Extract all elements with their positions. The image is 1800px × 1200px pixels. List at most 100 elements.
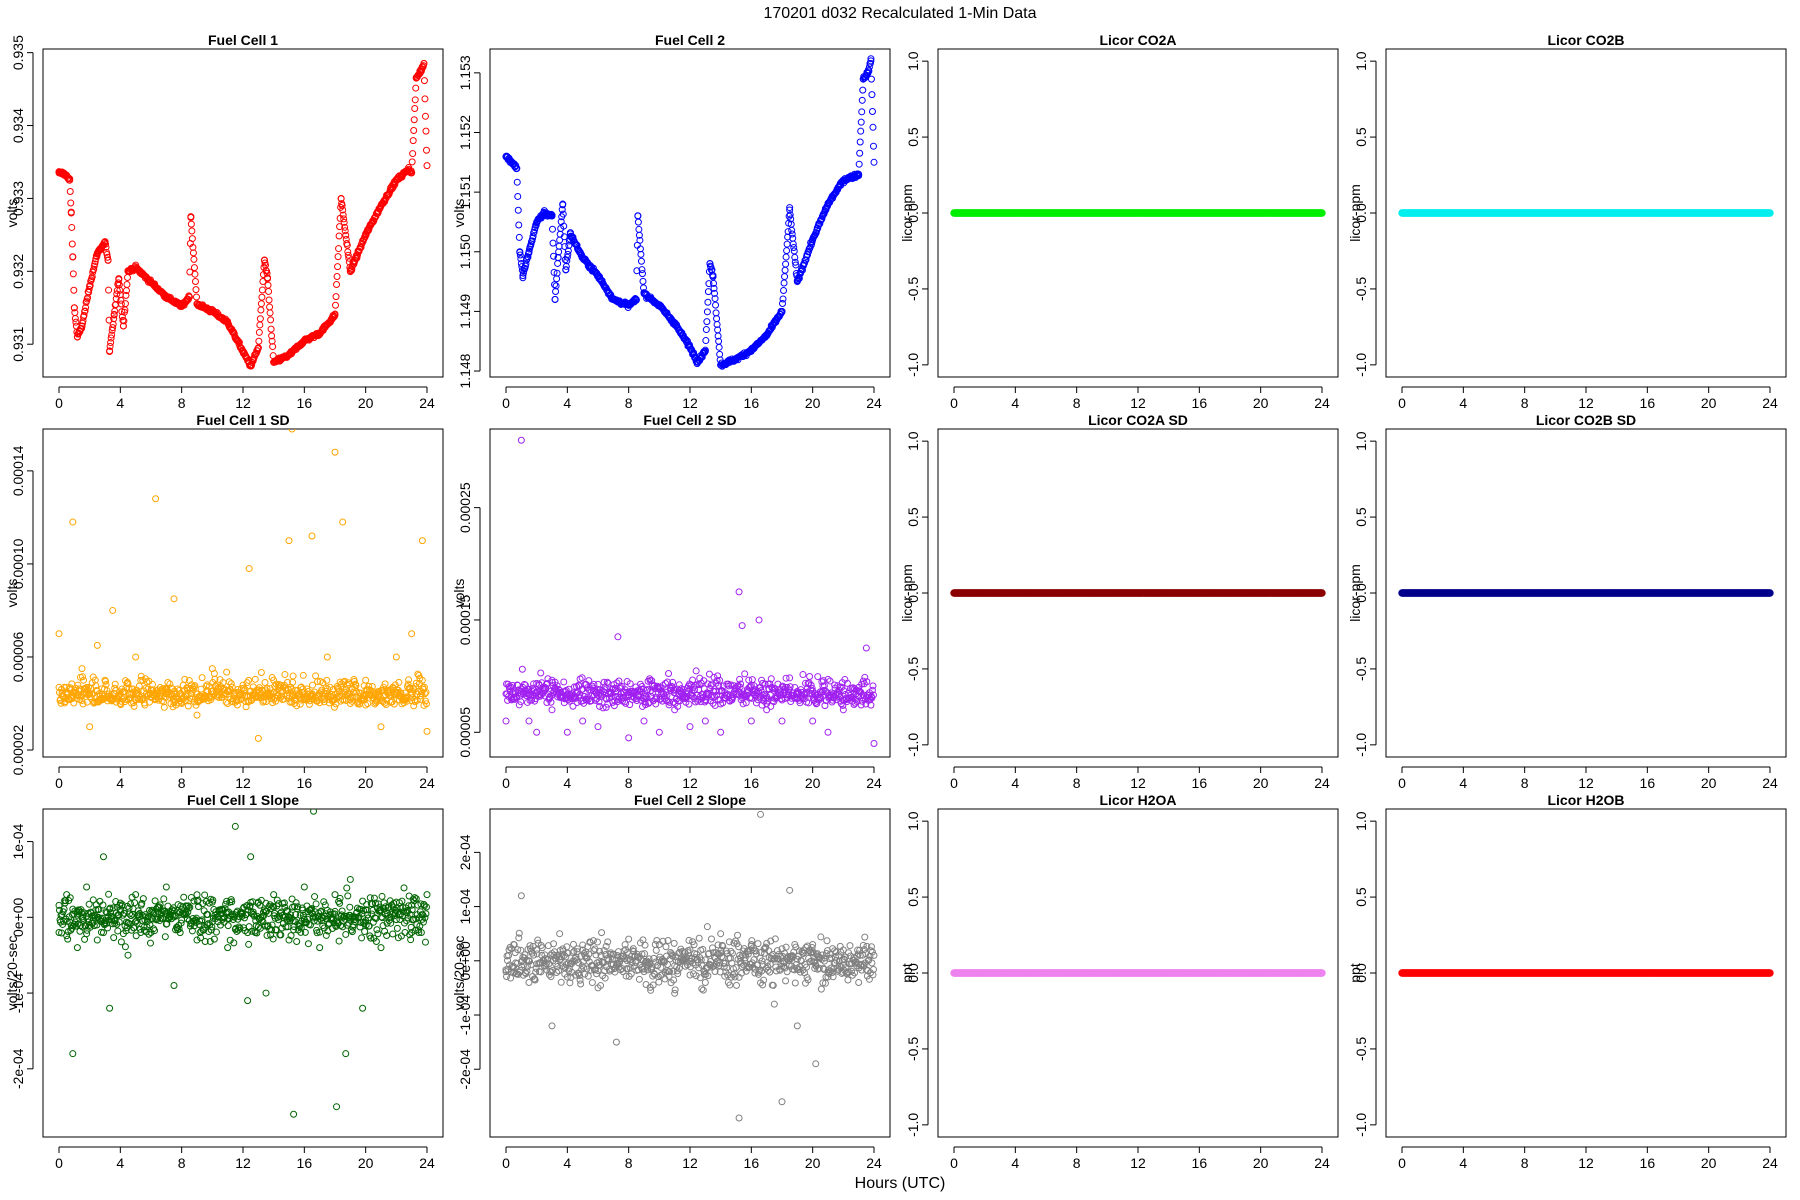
data-point	[870, 740, 878, 748]
data-point	[820, 682, 828, 690]
data-point	[331, 310, 339, 318]
data-point	[645, 698, 653, 706]
y-tick-label: -1.0	[905, 353, 921, 377]
data-point	[701, 717, 709, 725]
data-point	[268, 332, 276, 340]
data-point	[554, 259, 562, 267]
data-point	[412, 84, 420, 92]
data-point	[132, 653, 140, 661]
data-point	[299, 671, 307, 679]
x-tick-label: 0	[55, 395, 63, 411]
data-point	[657, 684, 665, 692]
data-point	[421, 95, 429, 103]
data-point	[289, 672, 297, 680]
data-point	[594, 723, 602, 731]
data-point	[867, 55, 875, 63]
x-tick-label: 12	[682, 775, 698, 791]
data-point	[865, 67, 873, 75]
y-tick-label: 0.0	[1353, 203, 1369, 223]
panel-fuel-cell-2: Fuel Cell 20 4 8 12 16 20 241.1481.1491.1501.1…	[451, 32, 891, 411]
data-point	[240, 684, 248, 692]
data-point	[83, 698, 91, 706]
panel-title: Fuel Cell 1 SD	[196, 412, 289, 428]
data-point	[225, 678, 233, 686]
data-point	[190, 264, 198, 272]
y-tick-label: 0.0	[905, 203, 921, 223]
data-point	[102, 677, 110, 685]
data-point	[861, 673, 869, 681]
x-tick-label: 4	[1011, 395, 1019, 411]
data-point	[287, 685, 295, 693]
x-tick-label: 0	[950, 775, 958, 791]
data-point	[769, 686, 777, 694]
data-point	[669, 678, 677, 686]
data-point	[105, 286, 113, 294]
data-point	[712, 301, 720, 309]
data-point	[319, 679, 327, 687]
data-point	[550, 268, 558, 276]
data-point	[779, 299, 787, 307]
y-tick-label: 0.00025	[457, 482, 473, 533]
data-point	[573, 241, 581, 249]
x-tick-label: 20	[805, 775, 821, 791]
data-point	[550, 252, 558, 260]
data-point	[802, 256, 810, 264]
data-point	[664, 697, 672, 705]
data-layer	[950, 209, 1326, 217]
x-tick-label: 24	[866, 395, 882, 411]
data-point	[757, 687, 765, 695]
data-point	[869, 123, 877, 131]
data-point	[326, 683, 334, 691]
data-point	[555, 248, 563, 256]
data-point	[190, 683, 198, 691]
data-point	[858, 108, 866, 116]
y-tick-label: 1.148	[457, 353, 473, 388]
data-point	[345, 254, 353, 262]
data-point	[104, 256, 112, 264]
plot-frame	[42, 428, 444, 758]
panel-title: Licor CO2A SD	[1088, 412, 1188, 428]
data-point	[85, 285, 93, 293]
data-point	[414, 670, 422, 678]
data-point	[551, 295, 559, 303]
data-point	[57, 699, 65, 707]
data-point	[809, 717, 817, 725]
data-point	[569, 233, 577, 241]
data-point	[110, 310, 118, 318]
data-point	[423, 162, 431, 170]
data-point	[69, 253, 77, 261]
data-point	[806, 673, 814, 681]
data-point	[190, 255, 198, 263]
data-point	[334, 263, 342, 271]
data-point	[341, 227, 349, 235]
data-point	[138, 695, 146, 703]
panel-title: Fuel Cell 2	[655, 32, 725, 48]
data-point	[524, 253, 532, 261]
x-tick-label: 12	[235, 775, 251, 791]
data-point	[352, 255, 360, 263]
data-layer	[1398, 209, 1774, 217]
data-point	[191, 277, 199, 285]
data-point	[79, 673, 87, 681]
data-point	[780, 287, 788, 295]
data-point	[778, 717, 786, 725]
data-point	[821, 702, 829, 710]
data-point	[613, 679, 621, 687]
data-point	[602, 703, 610, 711]
data-point	[824, 728, 832, 736]
x-tick-label: 20	[1701, 395, 1717, 411]
plot-frame	[1385, 48, 1787, 378]
data-point	[82, 304, 90, 312]
data-point	[857, 701, 865, 709]
panel-grid: Fuel Cell 10 4 8 12 16 20 240.9310.9320.9330.9…	[4, 32, 1787, 1171]
data-point	[120, 317, 128, 325]
data-point	[513, 165, 521, 173]
data-point	[1766, 209, 1774, 217]
data-point	[783, 247, 791, 255]
x-tick-label: 8	[178, 395, 186, 411]
y-tick-label: 0.934	[10, 108, 26, 143]
data-point	[778, 308, 786, 316]
data-point	[789, 240, 797, 248]
x-tick-label: 12	[1578, 395, 1594, 411]
data-layer	[950, 589, 1326, 597]
